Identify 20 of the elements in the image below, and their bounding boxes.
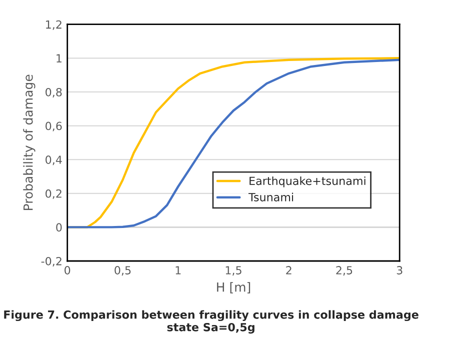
legend-label: Tsunami (248, 192, 294, 202)
y-tick-label: 0,8 (46, 88, 62, 98)
x-axis-title: H [m] (217, 282, 250, 294)
x-tick-label: 2,5 (336, 266, 352, 276)
y-tick-label: 0,2 (46, 189, 62, 199)
y-tick-label: 0,6 (46, 122, 62, 132)
y-tick-label: 0,4 (46, 156, 62, 166)
legend-label: Earthquake+tsunami (250, 176, 366, 188)
x-tick-label: 2 (286, 266, 292, 274)
y-tick-label: -0,2 (41, 256, 62, 267)
y-tick-label: 0 (56, 223, 62, 232)
x-tick-label: 0,5 (114, 266, 131, 276)
x-tick-label: 1,5 (226, 266, 242, 276)
x-tick-label: 1 (176, 266, 181, 274)
x-tick-label: 0 (64, 266, 70, 274)
x-tick-label: 3 (396, 266, 402, 274)
y-axis-title: Probability of damage (23, 74, 36, 210)
y-tick-label: 1 (56, 54, 62, 62)
caption: Figure 7. Comparison between fragility curves in collapse damage state Sa=0,5g (4, 310, 418, 334)
y-tick-label: 1,2 (46, 20, 62, 30)
